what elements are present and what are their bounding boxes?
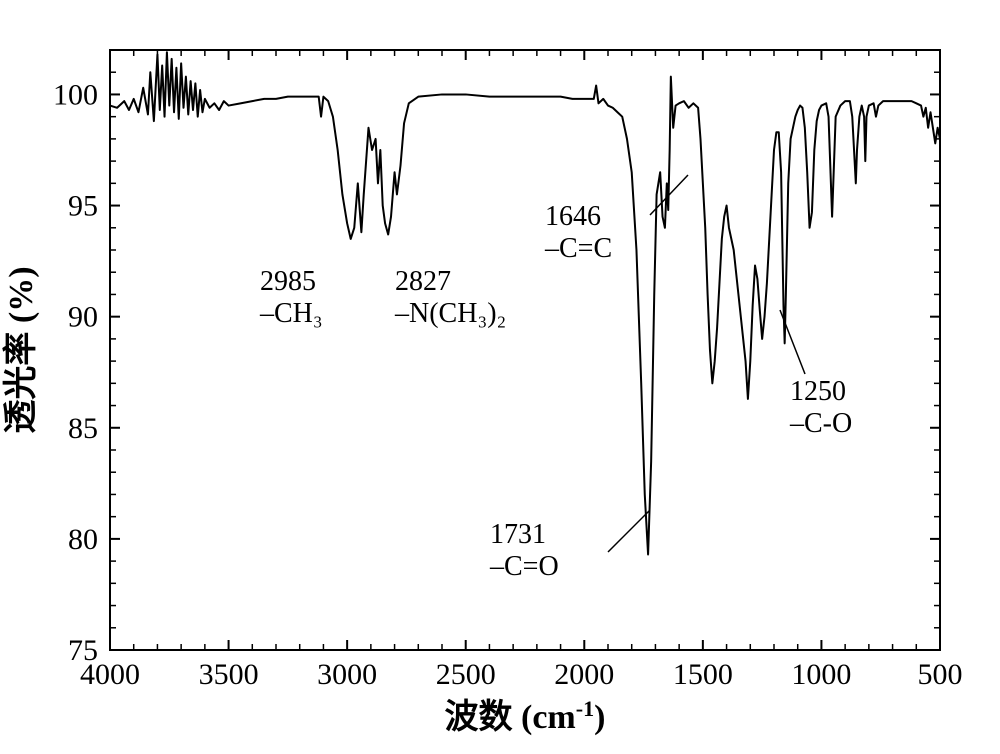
y-tick-label: 85 [68, 412, 98, 445]
annotation-text: –C-O [789, 408, 852, 439]
chart-container: { "chart": { "type": "line", "width": 10… [0, 0, 1000, 754]
annotation-text: –C=C [544, 233, 612, 264]
annotation-text: 2985 [260, 266, 316, 297]
annotation-a2985: 2985–CH₃ [259, 266, 323, 329]
y-tick-label: 95 [68, 190, 98, 223]
x-tick-label: 3500 [199, 658, 259, 691]
annotation-text: 1646 [545, 201, 601, 232]
chart-bg [0, 0, 1000, 754]
x-tick-label: 500 [918, 658, 963, 691]
ir-spectrum-chart: 4000350030002500200015001000500758085909… [0, 0, 1000, 754]
annotation-text: –C=O [489, 551, 559, 582]
annotation-text: 1250 [790, 376, 846, 407]
x-tick-label: 3000 [317, 658, 377, 691]
y-tick-label: 90 [68, 301, 98, 334]
annotation-text: 2827 [395, 266, 451, 297]
x-tick-label: 2500 [436, 658, 496, 691]
y-tick-label: 100 [53, 78, 98, 111]
annotation-text: –CH₃ [259, 298, 323, 329]
x-tick-label: 1000 [791, 658, 851, 691]
x-tick-label: 2000 [554, 658, 614, 691]
y-axis-label: 透光率 (%) [2, 266, 40, 433]
y-tick-label: 80 [68, 523, 98, 556]
y-tick-label: 75 [68, 634, 98, 667]
annotation-text: –N(CH₃)₂ [394, 298, 506, 329]
x-tick-label: 1500 [673, 658, 733, 691]
annotation-text: 1731 [490, 519, 546, 550]
